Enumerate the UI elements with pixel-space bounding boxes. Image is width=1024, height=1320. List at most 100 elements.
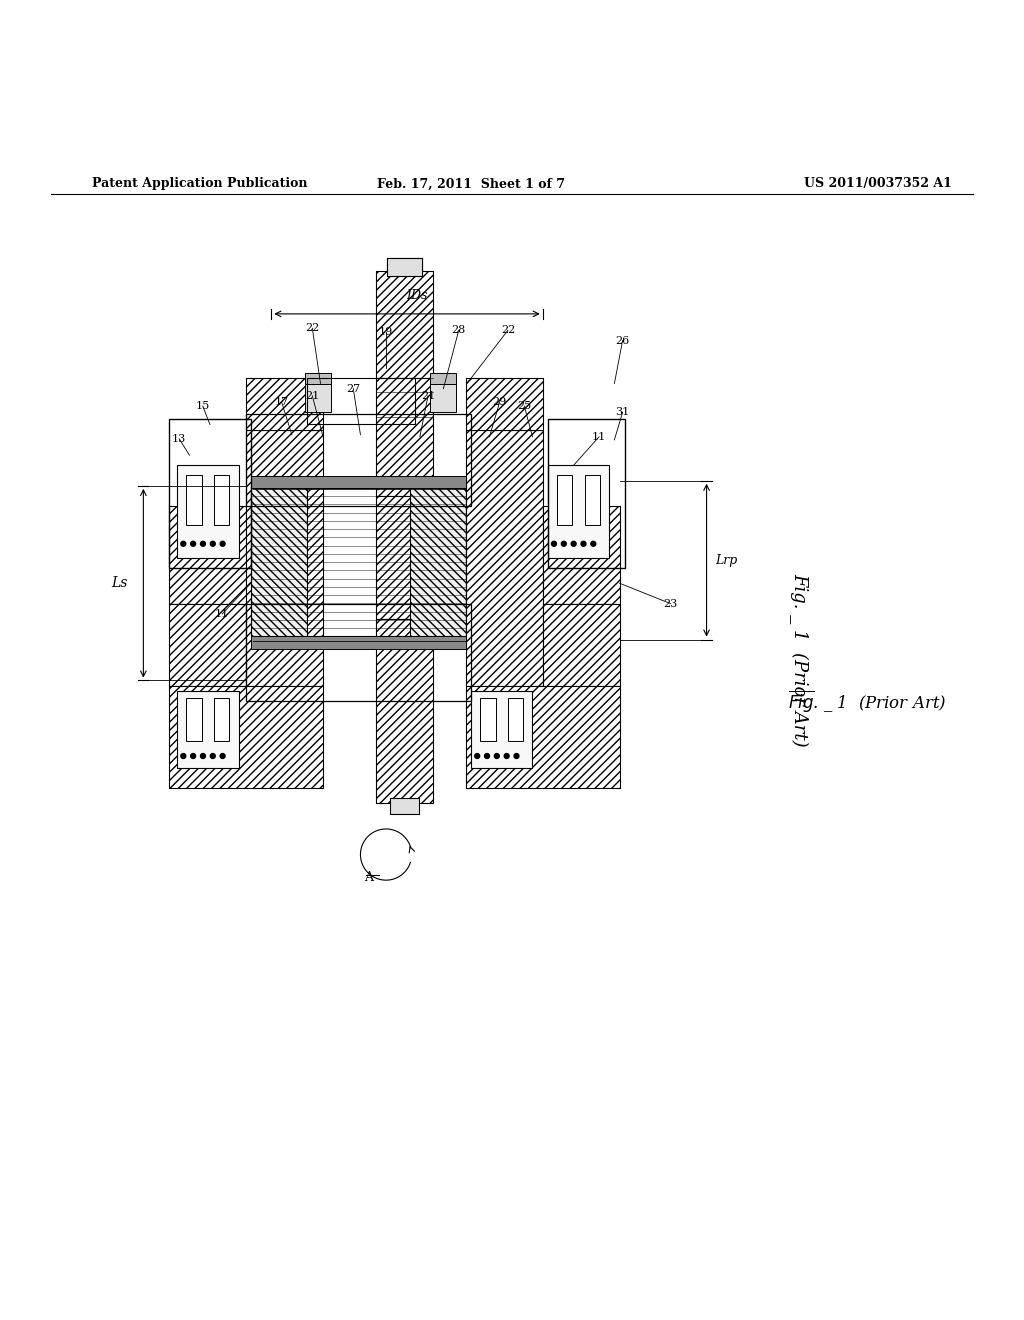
Bar <box>466 429 543 685</box>
Bar <box>169 507 246 603</box>
Bar <box>430 374 456 384</box>
Circle shape <box>504 754 509 759</box>
Text: 15: 15 <box>196 401 210 411</box>
Bar <box>169 603 246 685</box>
Bar <box>177 690 239 767</box>
Bar <box>169 603 246 685</box>
Text: $\overline{Fig}$. _ 1  (Prior Art): $\overline{Fig}$. _ 1 (Prior Art) <box>788 688 947 714</box>
Circle shape <box>201 541 206 546</box>
Text: 21: 21 <box>421 391 435 401</box>
Bar <box>246 379 323 429</box>
Bar <box>466 379 543 429</box>
Bar <box>543 603 620 685</box>
Text: IDs: IDs <box>407 289 428 301</box>
Bar <box>377 496 432 619</box>
Bar <box>377 619 432 804</box>
Circle shape <box>561 541 566 546</box>
Text: 22: 22 <box>305 323 319 333</box>
Text: Lrp: Lrp <box>715 553 737 566</box>
Text: 11: 11 <box>215 609 229 619</box>
Circle shape <box>581 541 586 546</box>
Text: 11: 11 <box>592 432 606 442</box>
Bar <box>186 475 202 525</box>
Circle shape <box>181 754 185 759</box>
Text: 22: 22 <box>501 325 515 335</box>
Text: 27: 27 <box>346 384 360 393</box>
Text: A: A <box>365 871 373 883</box>
Bar <box>246 429 323 685</box>
Bar <box>466 429 543 685</box>
Bar <box>390 799 419 813</box>
Bar <box>543 507 620 603</box>
Bar <box>251 488 466 636</box>
Circle shape <box>190 754 196 759</box>
Bar <box>251 636 466 648</box>
Circle shape <box>201 754 206 759</box>
Bar <box>186 698 202 741</box>
Bar <box>377 379 432 496</box>
Bar <box>557 475 572 525</box>
Bar <box>585 475 600 525</box>
Circle shape <box>552 541 556 546</box>
Text: 28: 28 <box>452 325 466 335</box>
Bar <box>466 379 543 429</box>
Circle shape <box>571 541 577 546</box>
Bar <box>548 466 609 557</box>
Bar <box>169 507 246 603</box>
Bar <box>508 698 523 741</box>
Circle shape <box>475 754 479 759</box>
Text: 31: 31 <box>615 407 630 417</box>
Bar <box>377 271 432 379</box>
Bar <box>214 698 229 741</box>
Text: Feb. 17, 2011  Sheet 1 of 7: Feb. 17, 2011 Sheet 1 of 7 <box>377 177 565 190</box>
Bar <box>410 480 466 639</box>
Circle shape <box>495 754 500 759</box>
Circle shape <box>484 754 489 759</box>
Bar <box>466 685 620 788</box>
Circle shape <box>220 754 225 759</box>
Bar <box>305 374 331 384</box>
Bar <box>246 603 471 701</box>
Bar <box>377 619 432 804</box>
Bar <box>387 257 422 276</box>
Bar <box>410 480 466 639</box>
Text: 29: 29 <box>493 397 507 407</box>
Circle shape <box>190 541 196 546</box>
Bar <box>169 685 323 788</box>
Circle shape <box>181 541 185 546</box>
Bar <box>377 379 432 496</box>
Bar <box>169 685 323 788</box>
Bar <box>377 496 432 619</box>
Text: Patent Application Publication: Patent Application Publication <box>92 177 307 190</box>
Bar <box>466 685 620 788</box>
Bar <box>246 414 471 507</box>
Bar <box>169 420 251 568</box>
Text: 17: 17 <box>274 397 289 407</box>
Bar <box>543 603 620 685</box>
Text: Fig. _ 1  (Prior Art): Fig. _ 1 (Prior Art) <box>790 573 808 747</box>
Text: US 2011/0037352 A1: US 2011/0037352 A1 <box>805 177 952 190</box>
Circle shape <box>514 754 519 759</box>
Bar <box>548 420 625 568</box>
Bar <box>377 271 432 379</box>
Text: Ls: Ls <box>112 577 128 590</box>
Text: 26: 26 <box>615 335 630 346</box>
Bar <box>307 379 415 425</box>
Circle shape <box>210 541 215 546</box>
Bar <box>246 429 323 685</box>
Bar <box>430 384 456 412</box>
FancyBboxPatch shape <box>387 257 422 276</box>
Bar <box>543 507 620 603</box>
Bar <box>480 698 496 741</box>
Bar <box>214 475 229 525</box>
Circle shape <box>210 754 215 759</box>
Text: 13: 13 <box>172 434 186 444</box>
Bar <box>246 379 323 429</box>
Bar <box>471 690 532 767</box>
Bar <box>305 384 331 412</box>
Bar <box>251 475 466 488</box>
Bar <box>251 480 307 639</box>
Bar <box>251 480 307 639</box>
Circle shape <box>591 541 596 546</box>
Text: 19: 19 <box>379 327 393 338</box>
